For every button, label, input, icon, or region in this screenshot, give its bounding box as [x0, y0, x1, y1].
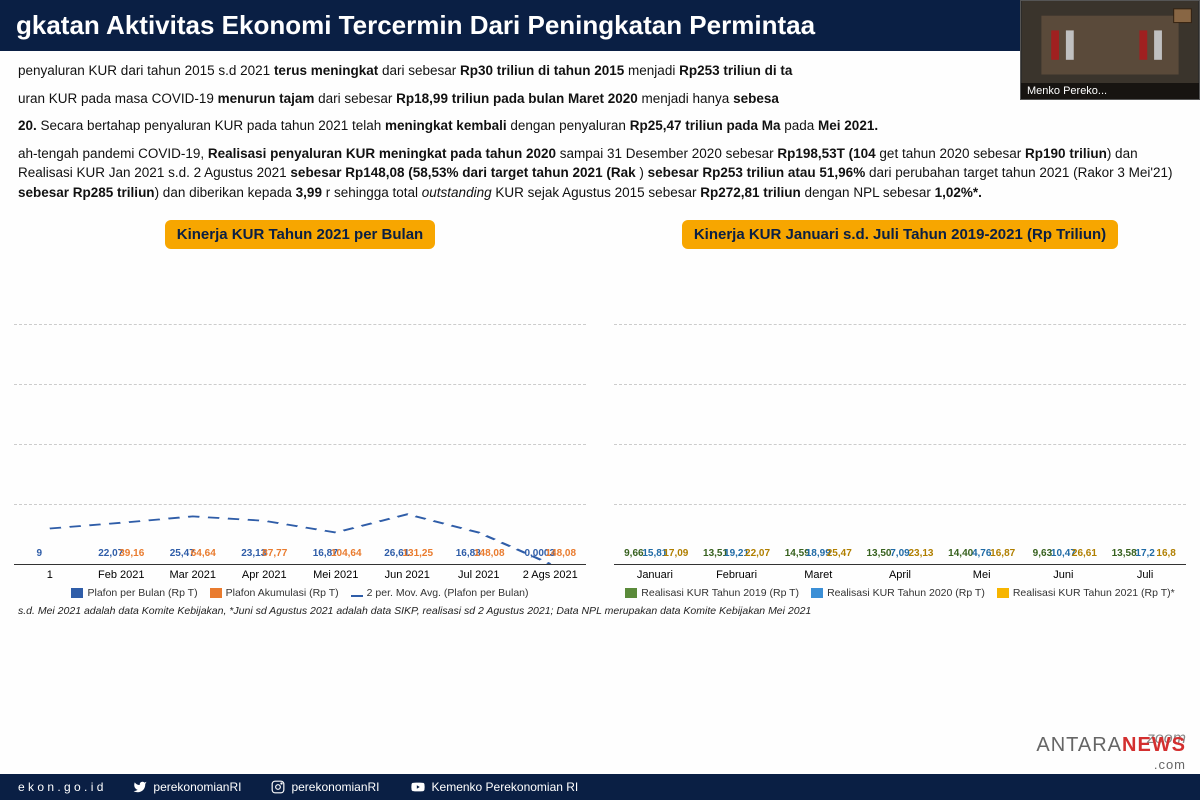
bar-value-label: 13,50	[866, 548, 891, 559]
x-axis-label: Juli	[1104, 569, 1186, 581]
bar-value-label: 7,09	[890, 548, 909, 559]
bar-value-label: 39,16	[119, 548, 144, 559]
x-axis-label: Mei 2021	[300, 569, 372, 581]
bar-value-label: 23,13	[908, 548, 933, 559]
chart-left: Kinerja KUR Tahun 2021 per Bulan 922,073…	[10, 216, 590, 599]
paragraph: uran KUR pada masa COVID-19 menurun taja…	[18, 89, 1182, 109]
paragraph: 20. Secara bertahap penyaluran KUR pada …	[18, 116, 1182, 136]
bar-value-label: 9,66	[624, 548, 643, 559]
bar-value-label: 9,63	[1033, 548, 1052, 559]
bar-value-label: 25,47	[827, 548, 852, 559]
thumbnail-label: Menko Pereko...	[1021, 83, 1199, 99]
chart1-legend: Plafon per Bulan (Rp T) Plafon Akumulasi …	[10, 587, 590, 599]
footer-bar: e k o n . g o . i d perekonomianRI perek…	[0, 774, 1200, 800]
bar-value-label: 22,07	[745, 548, 770, 559]
legend-item: Plafon Akumulasi (Rp T)	[210, 587, 339, 599]
video-thumbnail[interactable]: Menko Pereko...	[1020, 0, 1200, 100]
paragraph: penyaluran KUR dari tahun 2015 s.d 2021 …	[18, 61, 1182, 81]
bar-value-label: 17,2	[1135, 548, 1154, 559]
x-axis-label: Juni	[1023, 569, 1105, 581]
x-axis-label: Feb 2021	[86, 569, 158, 581]
bar-value-label: 64,64	[191, 548, 216, 559]
x-axis-label: Januari	[614, 569, 696, 581]
bar-value-label: 14,40	[948, 548, 973, 559]
legend-item: Realisasi KUR Tahun 2020 (Rp T)	[811, 587, 985, 599]
slide-title: gkatan Aktivitas Ekonomi Tercermin Dari …	[16, 10, 815, 40]
x-axis-label: April	[859, 569, 941, 581]
chart2-xaxis: JanuariFebruariMaretAprilMeiJuniJuli	[614, 569, 1186, 581]
footer-youtube: Kemenko Perekonomian RI	[410, 780, 579, 794]
chart-right: Kinerja KUR Januari s.d. Juli Tahun 2019…	[610, 216, 1190, 599]
bar-value-label: 16,87	[990, 548, 1015, 559]
x-axis-label: 1	[14, 569, 86, 581]
x-axis-label: Mei	[941, 569, 1023, 581]
bar-value-label: 131,25	[402, 548, 433, 559]
bar-value-label: 13,58	[1112, 548, 1137, 559]
x-axis-label: Mar 2021	[157, 569, 229, 581]
chart1-area: 922,0739,1625,4764,6423,1387,7716,87104,…	[14, 265, 586, 565]
bar-value-label: 26,61	[1072, 548, 1097, 559]
x-axis-label: Februari	[696, 569, 778, 581]
footer-twitter: perekonomianRI	[133, 780, 241, 794]
x-axis-label: Maret	[777, 569, 859, 581]
news-watermark: ANTARANEWS .com	[1036, 734, 1186, 772]
bar-value-label: 16,8	[1156, 548, 1175, 559]
bar-value-label: 87,77	[262, 548, 287, 559]
x-axis-label: Jul 2021	[443, 569, 515, 581]
bar-value-label: 17,09	[663, 548, 688, 559]
chart1-title: Kinerja KUR Tahun 2021 per Bulan	[165, 220, 435, 249]
chart2-title: Kinerja KUR Januari s.d. Juli Tahun 2019…	[682, 220, 1118, 249]
bar-value-label: 148,08	[545, 548, 576, 559]
bar-value-label: 4,76	[972, 548, 991, 559]
paragraph: ah-tengah pandemi COVID-19, Realisasi pe…	[18, 144, 1182, 203]
footer-instagram: perekonomianRI	[271, 780, 379, 794]
x-axis-label: Apr 2021	[229, 569, 301, 581]
legend-item: Realisasi KUR Tahun 2019 (Rp T)	[625, 587, 799, 599]
bar-value-label: 148,08	[474, 548, 505, 559]
footer-site: e k o n . g o . i d	[18, 780, 103, 794]
x-axis-label: 2 Ags 2021	[515, 569, 587, 581]
legend-item: Plafon per Bulan (Rp T)	[71, 587, 197, 599]
chart1-xaxis: 1Feb 2021Mar 2021Apr 2021Mei 2021Jun 202…	[14, 569, 586, 581]
x-axis-label: Jun 2021	[372, 569, 444, 581]
legend-item: Realisasi KUR Tahun 2021 (Rp T)*	[997, 587, 1175, 599]
legend-item: 2 per. Mov. Avg. (Plafon per Bulan)	[351, 587, 529, 599]
chart2-area: 9,6615,8117,0913,5119,2122,0714,5918,992…	[614, 265, 1186, 565]
bar-value-label: 104,64	[331, 548, 362, 559]
bar-value-label: 9	[36, 548, 42, 559]
chart2-legend: Realisasi KUR Tahun 2019 (Rp T) Realisasi…	[610, 587, 1190, 599]
footnote: s.d. Mei 2021 adalah data Komite Kebijak…	[0, 599, 1200, 617]
